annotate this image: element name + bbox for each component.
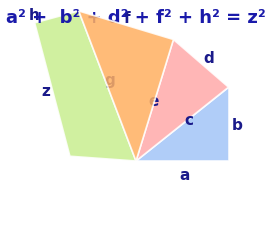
Text: a: a <box>179 168 190 183</box>
Text: z: z <box>41 84 50 100</box>
Polygon shape <box>79 11 174 161</box>
Text: h: h <box>29 8 40 23</box>
Text: g: g <box>104 73 115 87</box>
Text: f: f <box>124 11 131 26</box>
Polygon shape <box>35 11 136 161</box>
Polygon shape <box>136 40 228 161</box>
Text: c: c <box>184 113 193 128</box>
Text: d: d <box>203 51 214 66</box>
Polygon shape <box>136 87 228 161</box>
Text: b: b <box>232 118 243 133</box>
Text: a² +  b² + d² + f² + h² = z²: a² + b² + d² + f² + h² = z² <box>6 9 266 27</box>
Text: e: e <box>149 94 159 109</box>
